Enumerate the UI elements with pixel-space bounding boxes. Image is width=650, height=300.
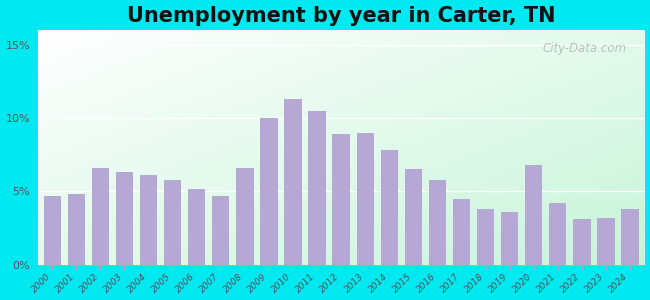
Text: City-Data.com: City-Data.com	[542, 42, 626, 55]
Title: Unemployment by year in Carter, TN: Unemployment by year in Carter, TN	[127, 6, 555, 26]
Bar	[116, 172, 133, 265]
Bar	[453, 199, 470, 265]
Bar	[597, 218, 615, 265]
Bar	[308, 111, 326, 265]
Bar	[236, 168, 254, 265]
Bar	[549, 203, 566, 265]
Bar	[357, 133, 374, 265]
Bar	[525, 165, 542, 265]
Bar	[381, 150, 398, 265]
Bar	[332, 134, 350, 265]
Bar	[501, 212, 518, 265]
Bar	[477, 209, 494, 265]
Bar	[573, 219, 590, 265]
Bar	[212, 196, 229, 265]
Bar	[429, 180, 446, 265]
Bar	[92, 168, 109, 265]
Bar	[260, 118, 278, 265]
Bar	[68, 194, 85, 265]
Bar	[188, 188, 205, 265]
Bar	[164, 180, 181, 265]
Bar	[621, 209, 639, 265]
Bar	[284, 99, 302, 265]
Bar	[44, 196, 61, 265]
Bar	[140, 175, 157, 265]
Bar	[405, 169, 422, 265]
